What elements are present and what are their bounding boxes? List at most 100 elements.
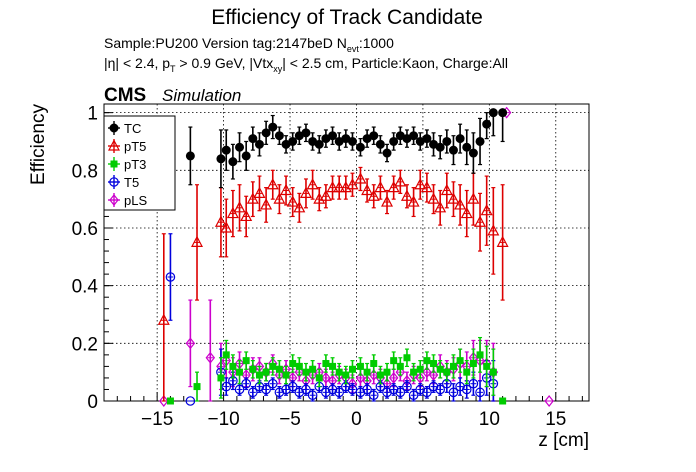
data-point [248,134,258,144]
data-point [185,396,196,406]
data-point [233,201,246,213]
data-point [295,362,303,370]
data-point [474,215,487,227]
legend-label: T5 [124,175,139,190]
legend-marker [109,194,119,206]
data-point [402,381,412,392]
data-point [309,365,317,373]
data-point [166,397,174,405]
legend-label: TC [124,121,141,136]
x-tick-labels: −15 −10 −5 0 5 10 15 [141,409,566,430]
data-point [407,195,420,207]
legend-entry-t5: T5 [108,175,139,190]
data-point [287,381,298,392]
data-point [487,224,500,236]
data-point [435,384,445,395]
data-point [488,108,498,118]
data-point [221,145,231,155]
data-point [476,351,484,359]
data-point [467,192,480,204]
data-point [396,362,404,370]
data-point [159,395,169,407]
data-point [222,351,230,359]
data-point [314,139,324,149]
data-point [448,145,458,155]
data-point [362,384,372,395]
data-point [443,368,451,376]
grid-lines [104,104,589,402]
data-point [462,142,472,152]
series-t5 [165,233,499,406]
data-point [261,384,271,395]
x-tick-label: 5 [418,409,429,430]
sample-info-end: :1000 [359,35,394,51]
data-point [275,365,283,373]
legend-entry-pls: pLS [108,193,147,208]
data-point [249,365,257,373]
data-point [157,313,170,325]
data-point [361,183,374,196]
data-point [319,189,332,201]
data-point [299,186,312,198]
data-point [420,180,433,193]
data-point [266,177,279,190]
data-point [235,142,245,152]
sample-info-main: Sample:PU200 Version tag:2147beD N [104,35,347,51]
data-point [241,151,251,161]
data-point [434,201,447,213]
x-tick-label: 10 [479,409,500,430]
data-point [448,387,459,398]
data-point [240,209,253,222]
data-point [390,357,398,365]
data-point [440,183,453,196]
data-point [387,180,400,193]
data-point [498,108,508,118]
data-point [356,362,364,370]
cuts-sub-t: T [170,64,176,74]
data-point [327,384,338,395]
data-point [408,390,419,401]
data-point [455,134,465,144]
data-point [255,371,263,379]
data-point [347,136,357,146]
data-point [389,136,399,146]
legend-entry-pt3: pT3 [108,157,146,172]
data-point [376,371,384,379]
legend: TC pT5 pT3 T5 pLS [103,115,176,211]
data-point [483,362,491,370]
data-point [280,183,293,196]
legend-marker [109,177,119,187]
data-point [241,378,251,389]
data-point [260,198,273,210]
data-point [274,387,285,398]
data-point [416,365,424,373]
data-point [363,368,371,376]
data-point [382,387,392,398]
data-point [428,381,439,392]
legend-marker [109,123,119,133]
data-point [442,136,452,146]
data-point [355,371,366,384]
data-point [286,195,299,207]
series-tc [159,108,508,192]
data-point [288,136,298,146]
legend-marker [110,160,118,168]
data-point [328,131,338,141]
y-tick-label: 0.4 [72,277,99,298]
data-point [315,374,323,382]
data-point [436,365,444,373]
data-point [294,366,305,379]
x-tick-label: 15 [545,409,566,430]
legend-entry-pt5: pT5 [108,139,146,154]
data-point [228,157,238,167]
data-point [274,369,285,382]
data-point [294,387,305,398]
y-tick-label: 0.6 [72,219,98,240]
data-point [220,221,233,233]
x-axis-label: z [cm] [538,430,589,451]
axis-ticks [103,112,583,402]
data-point [307,369,318,382]
data-point [461,384,472,395]
data-point [482,119,492,129]
